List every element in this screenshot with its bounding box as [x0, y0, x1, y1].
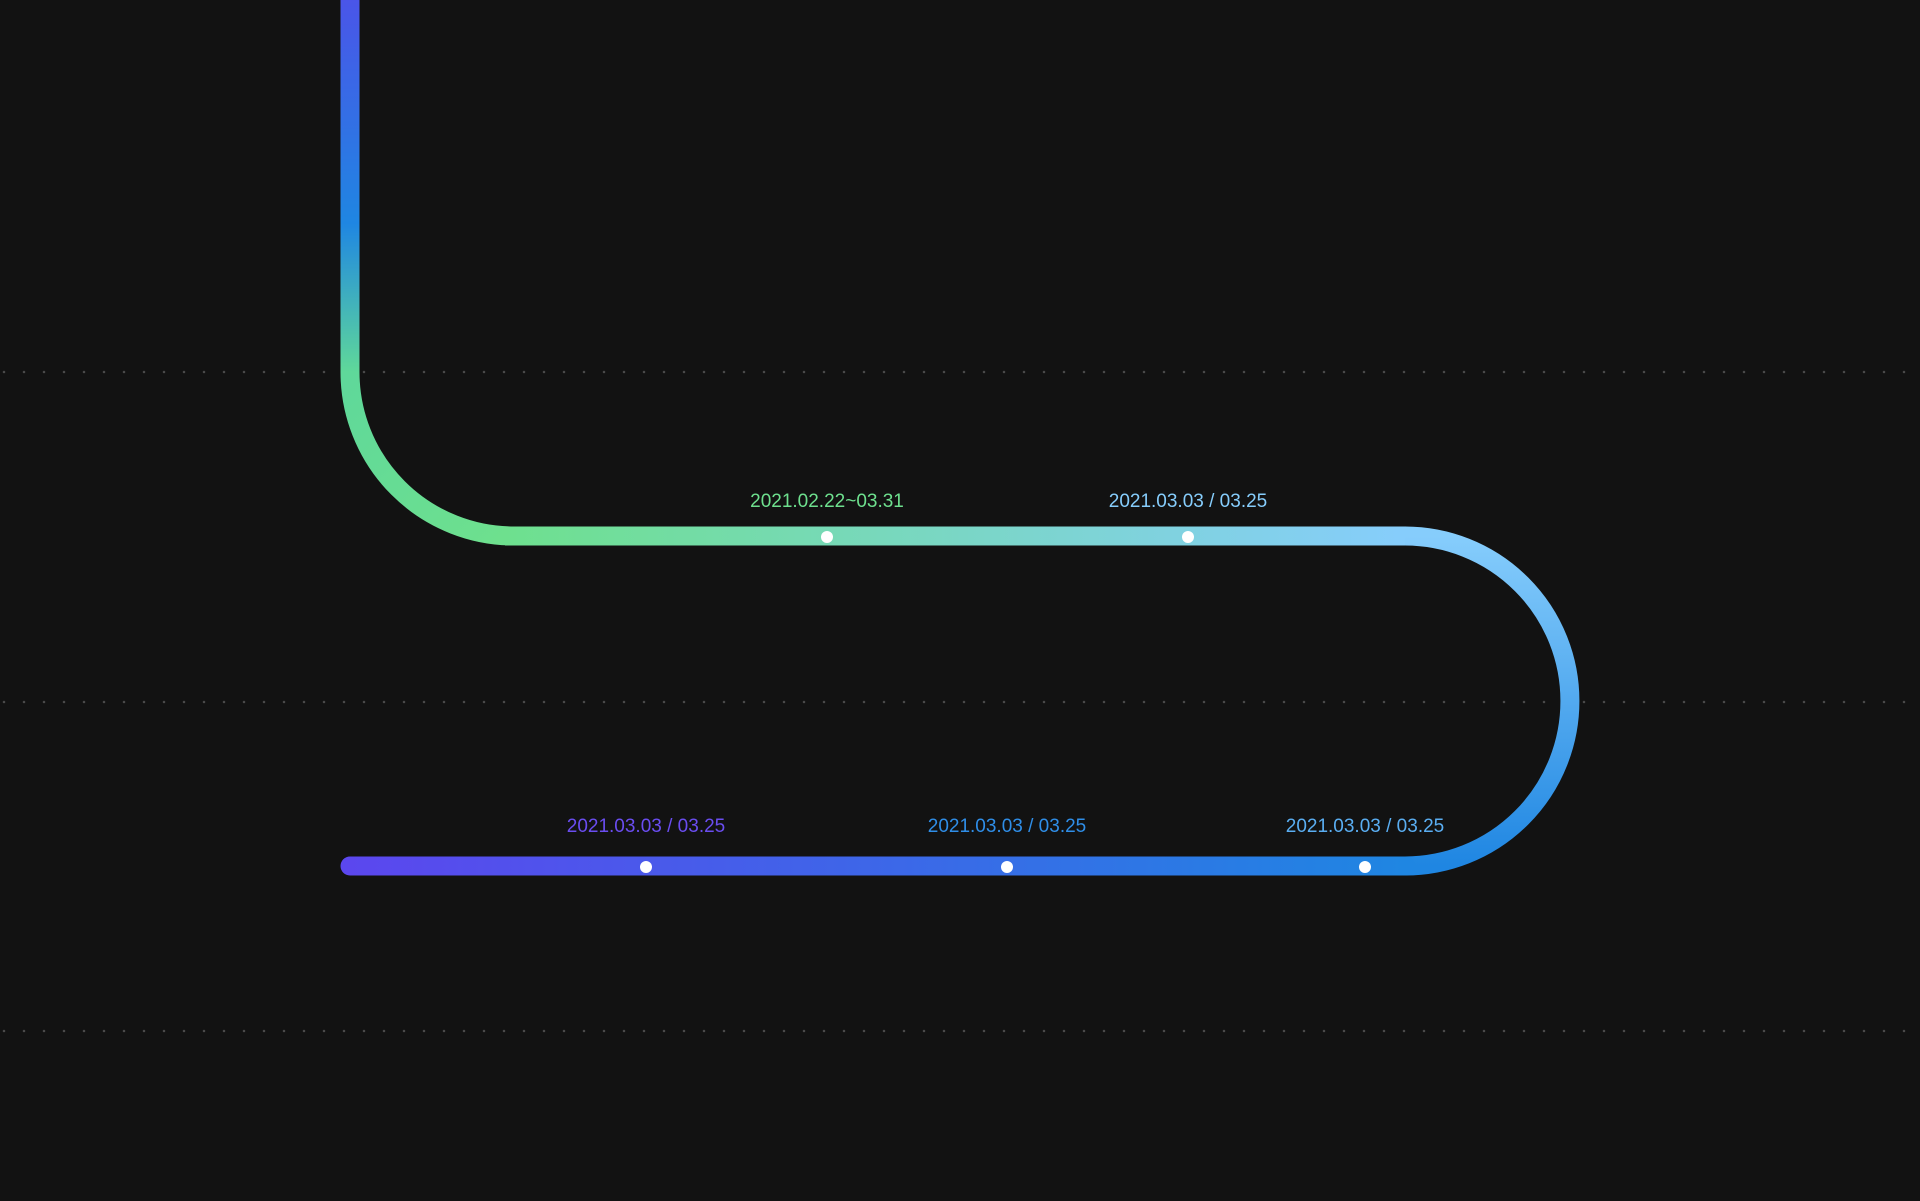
milestone-label: 2021.02.22~03.31: [750, 491, 904, 512]
milestone-upper-1: 2021.02.22~03.31: [750, 491, 904, 543]
milestone-label: 2021.03.03 / 03.25: [1109, 491, 1267, 512]
milestone-dot[interactable]: [1001, 861, 1013, 873]
track-corner-segment: [340, 371, 515, 546]
milestone-dot[interactable]: [1359, 861, 1371, 873]
milestone-lower-2: 2021.03.03 / 03.25: [928, 816, 1086, 873]
milestone-label: 2021.03.03 / 03.25: [928, 816, 1086, 837]
timeline-track: [340, 0, 1580, 876]
track-bend-segment: [1404, 526, 1580, 876]
milestone-label: 2021.03.03 / 03.25: [567, 816, 725, 837]
milestone-label: 2021.03.03 / 03.25: [1286, 816, 1444, 837]
milestone-upper-2: 2021.03.03 / 03.25: [1109, 491, 1267, 543]
milestone-dot[interactable]: [821, 531, 833, 543]
milestone-lower-3: 2021.03.03 / 03.25: [1286, 816, 1444, 873]
milestone-lower-1: 2021.03.03 / 03.25: [567, 816, 725, 873]
milestone-dot[interactable]: [1182, 531, 1194, 543]
milestone-dot[interactable]: [640, 861, 652, 873]
